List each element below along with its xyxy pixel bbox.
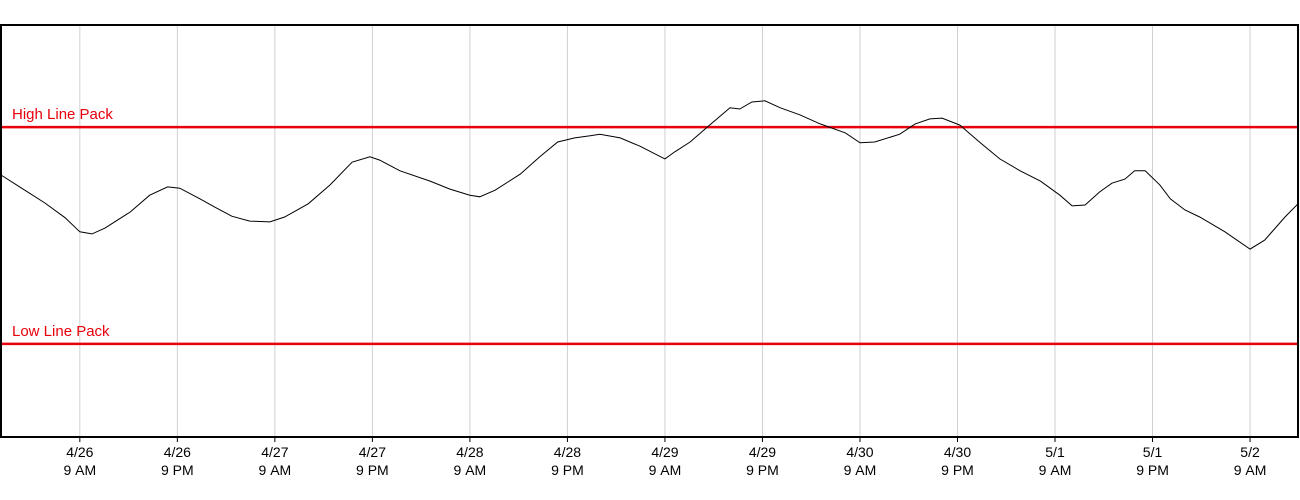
x-tick-label: 4/26 9 AM (63, 444, 97, 478)
x-tick-label: 4/29 9 AM (648, 444, 682, 478)
x-tick-label: 4/27 9 PM (356, 444, 389, 478)
data-line (0, 100, 1299, 250)
x-tick-label: 5/1 9 PM (1136, 444, 1169, 478)
reference-label: High Line Pack (12, 106, 113, 123)
x-tick-label: 5/2 9 AM (1233, 444, 1267, 478)
x-tick-label: 4/29 9 PM (746, 444, 779, 478)
x-tick-label: 4/30 9 PM (941, 444, 974, 478)
x-tick-label: 4/26 9 PM (161, 444, 194, 478)
x-tick-label: 4/27 9 AM (258, 444, 292, 478)
plot-frame (0, 24, 1299, 438)
reference-label: Low Line Pack (12, 323, 110, 340)
x-tick-label: 4/28 9 PM (551, 444, 584, 478)
x-tick-label: 4/28 9 AM (453, 444, 487, 478)
x-tick-label: 4/30 9 AM (843, 444, 877, 478)
x-tick-label: 5/1 9 AM (1038, 444, 1072, 478)
